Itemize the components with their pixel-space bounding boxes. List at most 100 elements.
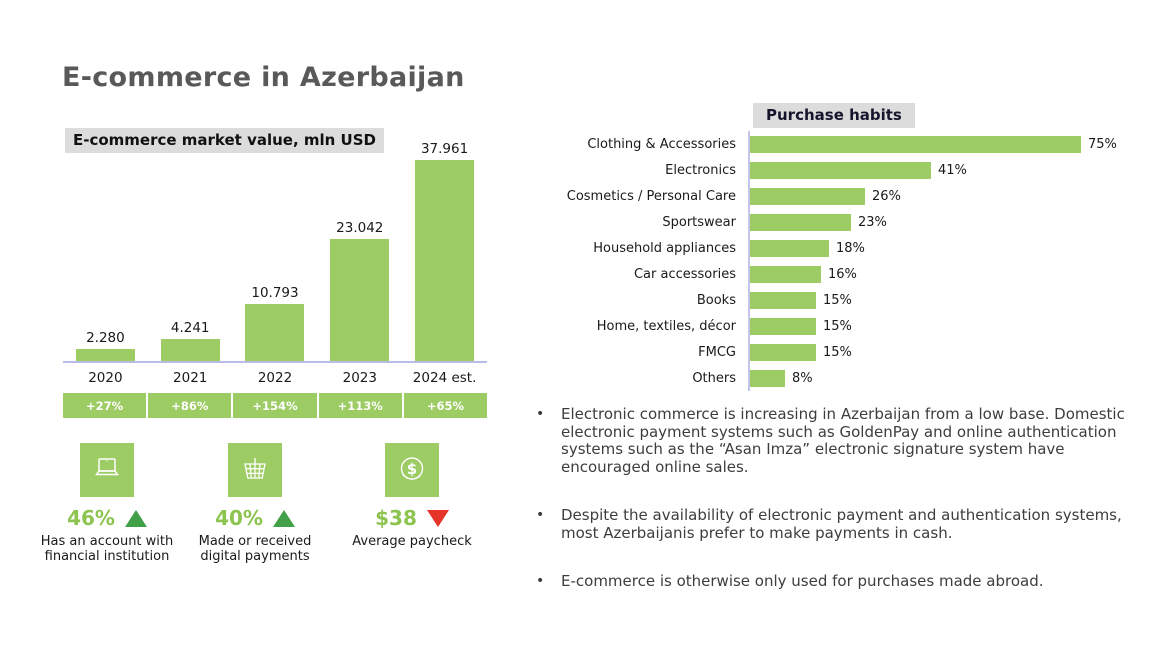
growth-rate-label: +27% <box>63 393 149 418</box>
bar-value-label: 4.241 <box>170 320 210 336</box>
growth-rate-label: +86% <box>148 393 234 418</box>
habit-value-label: 15% <box>823 292 852 308</box>
market-bar <box>75 349 135 361</box>
bullet-text: Electronic commerce is increasing in Aze… <box>561 405 1125 476</box>
page-title: E-commerce in Azerbaijan <box>62 62 465 93</box>
habit-category-label: Books <box>696 292 736 308</box>
habit-row: Electronics 41% <box>535 157 1145 183</box>
purchase-habits-title: Purchase habits <box>753 103 915 128</box>
stat-card-digital-payments: 40% Made or received digital payments <box>182 443 328 565</box>
stat-label: Made or received digital payments <box>198 534 312 565</box>
bar-column: 10.793 <box>233 285 318 361</box>
svg-text:$: $ <box>407 460 417 478</box>
habit-bar <box>750 187 865 205</box>
laptop-icon <box>80 443 134 497</box>
market-chart-x-axis: 2020 2021 2022 2023 2024 est. <box>63 367 487 386</box>
habit-bar <box>750 135 1081 153</box>
x-axis-tick-label: 2024 est. <box>412 370 477 386</box>
bar-value-label: 37.961 <box>420 141 469 157</box>
market-bar <box>415 160 475 361</box>
habit-value-label: 41% <box>938 162 967 178</box>
habit-bar-area: 26% <box>748 183 1145 209</box>
habit-value-label: 15% <box>823 344 852 360</box>
habit-bar <box>750 317 816 335</box>
habit-row: Cosmetics / Personal Care 26% <box>535 183 1145 209</box>
bullet-item: • E-commerce is otherwise only used for p… <box>536 572 1140 591</box>
habit-bar <box>750 291 816 309</box>
habit-bar-area: 15% <box>748 339 1145 365</box>
growth-rate-label: +154% <box>233 393 319 418</box>
habit-row: FMCG 15% <box>535 339 1145 365</box>
habit-value-label: 23% <box>858 214 887 230</box>
bullet-marker: • <box>536 573 545 589</box>
habit-value-label: 16% <box>828 266 857 282</box>
bar-column: 2.280 <box>63 330 148 361</box>
habit-bar <box>750 239 829 257</box>
habit-category-label: Home, textiles, décor <box>596 318 736 334</box>
bullet-marker: • <box>536 406 545 422</box>
stat-label: Has an account with financial institutio… <box>40 534 174 565</box>
habit-row: Clothing & Accessories 75% <box>535 131 1145 157</box>
bar-column: 37.961 <box>402 141 487 361</box>
purchase-habits-chart: Clothing & Accessories 75% Electronics 41% C… <box>535 131 1145 391</box>
habit-value-label: 8% <box>792 370 813 386</box>
market-bar <box>160 339 220 361</box>
habit-bar <box>750 213 851 231</box>
bullet-item: • Despite the availability of electronic … <box>536 506 1140 542</box>
habit-bar-area: 18% <box>748 235 1145 261</box>
trend-up-icon <box>272 509 295 527</box>
market-chart-title: E-commerce market value, mln USD <box>65 128 384 153</box>
habit-bar-area: 15% <box>748 287 1145 313</box>
stat-card-financial-account: 46% Has an account with financial instit… <box>34 443 180 565</box>
habit-row: Car accessories 16% <box>535 261 1145 287</box>
habit-bar <box>750 343 816 361</box>
habit-category-label: Sportswear <box>662 214 736 230</box>
commentary-bullets: • Electronic commerce is increasing in Az… <box>536 405 1140 622</box>
shopping-basket-icon <box>228 443 282 497</box>
habit-category-label: Others <box>692 370 736 386</box>
habit-bar-area: 41% <box>748 157 1145 183</box>
habit-bar-area: 15% <box>748 313 1145 339</box>
bar-value-label: 23.042 <box>336 220 384 236</box>
trend-down-icon <box>426 509 449 527</box>
stat-value: $38 <box>375 506 417 530</box>
bullet-text: Despite the availability of electronic p… <box>561 506 1122 542</box>
growth-rate-strip: +27% +86% +154% +113% +65% <box>63 393 488 418</box>
x-axis-tick-label: 2021 <box>173 370 208 386</box>
habit-value-label: 15% <box>823 318 852 334</box>
habit-row: Sportswear 23% <box>535 209 1145 235</box>
bar-value-label: 10.793 <box>251 285 299 301</box>
dollar-coin-icon: $ <box>385 443 439 497</box>
bullet-marker: • <box>536 507 545 523</box>
habit-bar-area: 23% <box>748 209 1145 235</box>
habit-category-label: Electronics <box>665 162 736 178</box>
market-bar <box>330 239 390 361</box>
stat-value-row: 40% <box>182 506 328 530</box>
habit-category-label: Household appliances <box>593 240 736 256</box>
x-axis-tick-label: 2020 <box>88 370 123 386</box>
trend-up-icon <box>124 509 147 527</box>
habit-bar <box>750 369 785 387</box>
x-axis-tick-label: 2023 <box>342 370 377 386</box>
habit-bar <box>750 265 821 283</box>
stat-value-row: 46% <box>34 506 180 530</box>
habit-bar-area: 75% <box>748 131 1145 157</box>
stat-value-row: $38 <box>339 506 485 530</box>
habit-value-label: 26% <box>872 188 901 204</box>
bar-column: 23.042 <box>317 220 402 361</box>
bullet-item: • Electronic commerce is increasing in Az… <box>536 405 1140 476</box>
habit-row: Home, textiles, décor 15% <box>535 313 1145 339</box>
habit-category-label: Car accessories <box>633 266 736 282</box>
habit-bar <box>750 161 931 179</box>
bar-column: 4.241 <box>148 320 233 361</box>
x-axis-tick-label: 2022 <box>257 370 293 386</box>
stat-value: 40% <box>215 506 263 530</box>
bullet-text: E-commerce is otherwise only used for pu… <box>561 572 1044 590</box>
market-bar <box>245 304 305 361</box>
habit-category-label: FMCG <box>698 344 736 360</box>
growth-rate-label: +65% <box>403 393 488 418</box>
stat-label: Average paycheck <box>352 534 472 549</box>
bar-value-label: 2.280 <box>86 330 125 346</box>
habit-value-label: 75% <box>1088 136 1117 152</box>
